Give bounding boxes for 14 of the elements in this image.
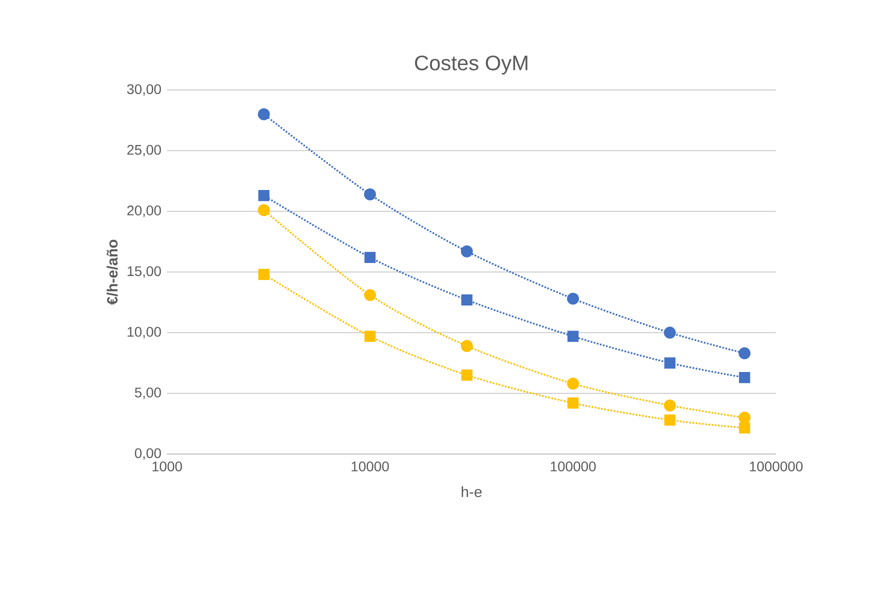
x-tick-label: 100000 xyxy=(550,461,596,472)
y-tick-label: 20,00 xyxy=(127,206,161,218)
y-tick-label: 30,00 xyxy=(127,84,161,96)
chart-title: Costes OyM xyxy=(415,56,528,75)
x-tick-label: 1000000 xyxy=(750,461,803,472)
y-tick-label: 25,00 xyxy=(127,144,161,156)
y-tick-label: 10,00 xyxy=(128,326,161,338)
y-axis-title: €/h-e/año xyxy=(106,240,118,305)
x-tick-label: 1000 xyxy=(152,461,182,472)
y-tick-label: 5,00 xyxy=(134,388,161,400)
x-axis-title: h-e xyxy=(462,486,482,498)
y-tick-label: 15,00 xyxy=(128,266,161,278)
x-tick-label: 10000 xyxy=(352,461,389,472)
y-tick-label: 0,00 xyxy=(134,448,161,460)
